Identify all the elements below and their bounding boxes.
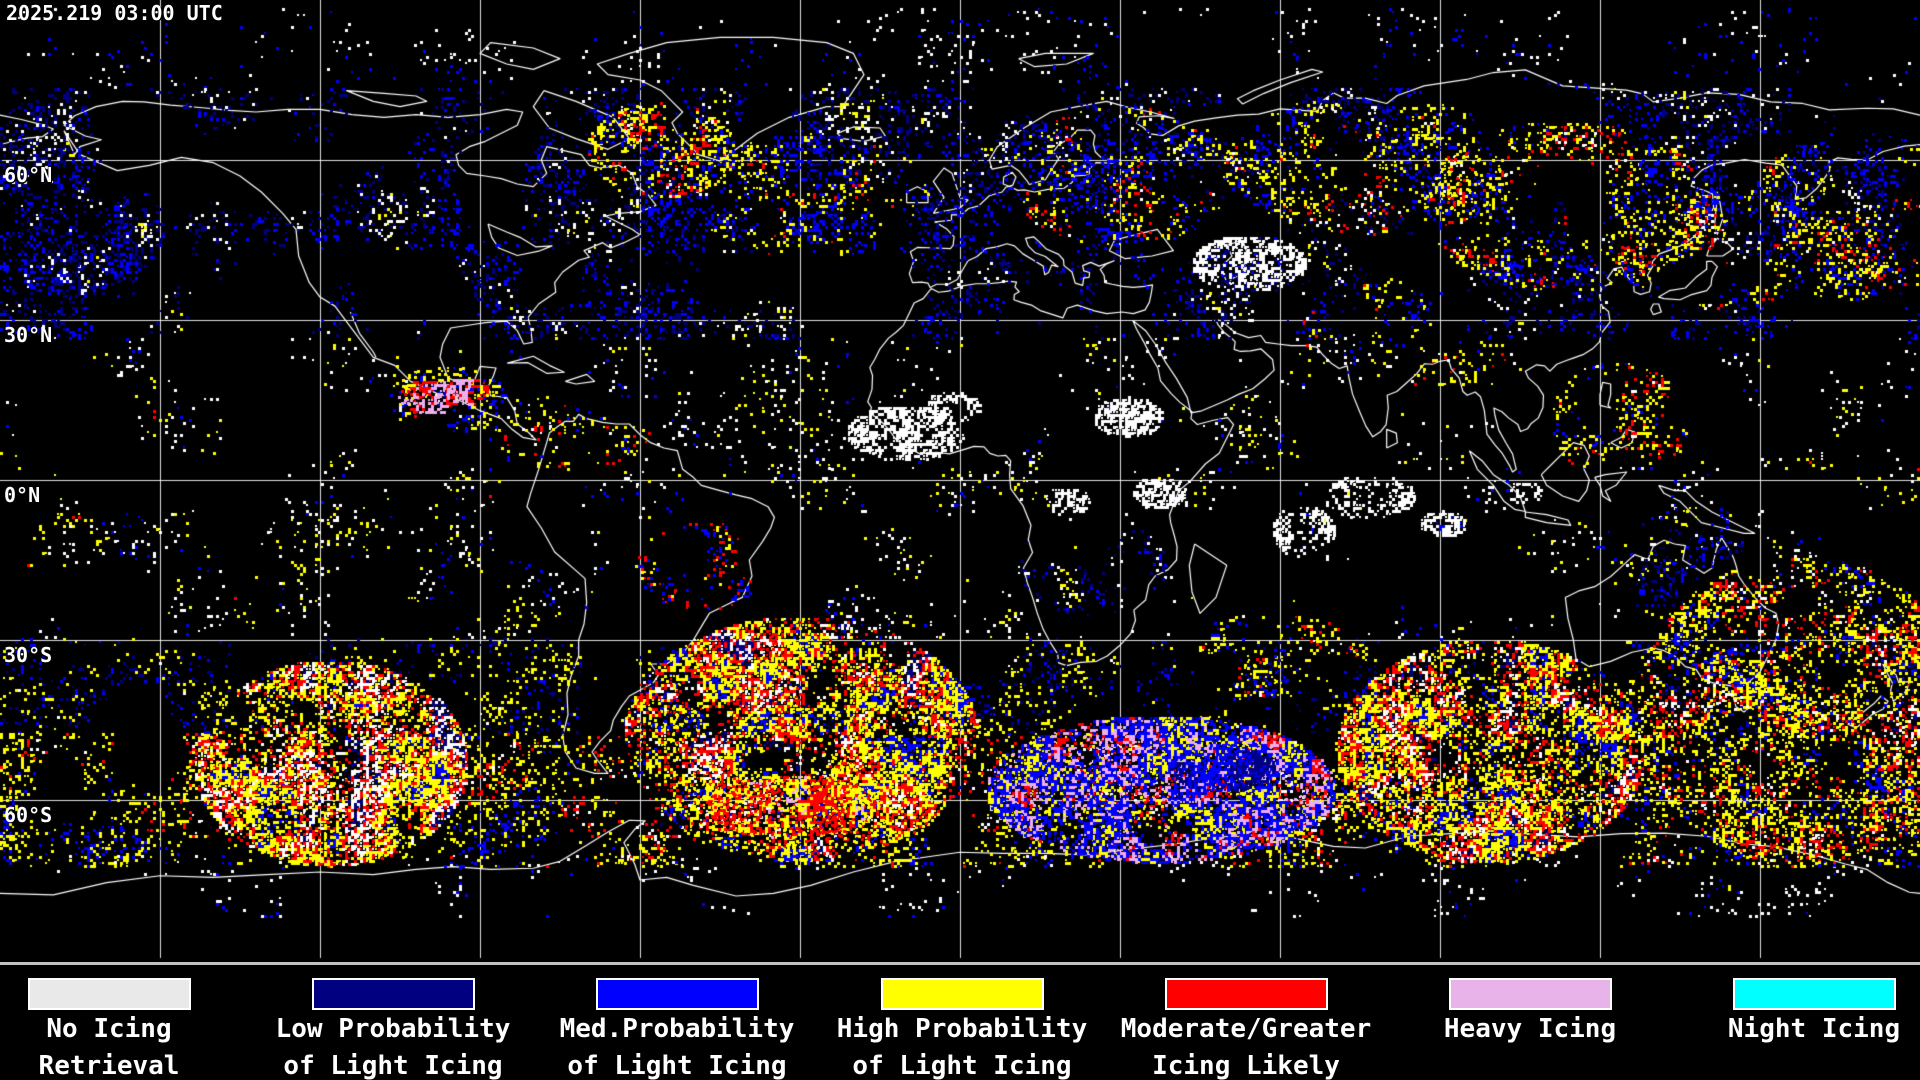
legend-label-low-prob-light-icing-line2: of Light Icing: [283, 1051, 503, 1080]
legend-label-high-prob-light-icing-line1: High Probability: [836, 1014, 1088, 1044]
legend-swatch-low-prob-light-icing: [311, 978, 475, 1010]
legend-label-moderate-greater-icing-line1: Moderate/Greater: [1120, 1014, 1372, 1044]
legend-label-night-icing-line1: Night Icing: [1727, 1014, 1901, 1044]
legend-label-no-icing-retrieval-line1: No Icing: [46, 1014, 172, 1044]
legend-label-heavy-icing-line1: Heavy Icing: [1443, 1014, 1617, 1044]
lat-label-60n: 60°N: [4, 163, 53, 187]
legend-swatch-moderate-greater-icing: [1164, 978, 1328, 1010]
legend-label-high-prob-light-icing-line2: of Light Icing: [852, 1051, 1072, 1080]
map-legend-divider: [0, 962, 1920, 965]
map-canvas: [0, 0, 1920, 962]
legend-label-med-prob-light-icing-line2: of Light Icing: [567, 1051, 787, 1080]
legend-swatch-heavy-icing: [1448, 978, 1612, 1010]
legend-swatch-no-icing-retrieval: [27, 978, 191, 1010]
lat-label-30s: 30°S: [4, 643, 53, 667]
lat-label-30n: 30°N: [4, 323, 53, 347]
legend-swatch-med-prob-light-icing: [595, 978, 759, 1010]
legend-swatch-night-icing: [1732, 978, 1896, 1010]
legend-label-no-icing-retrieval-line2: Retrieval: [38, 1051, 180, 1080]
legend-label-low-prob-light-icing-line1: Low Probability: [275, 1014, 511, 1044]
lat-label-60s: 60°S: [4, 803, 53, 827]
lat-label-0n: 0°N: [4, 483, 41, 507]
legend-label-moderate-greater-icing-line2: Icing Likely: [1152, 1051, 1340, 1080]
legend-swatch-high-prob-light-icing: [880, 978, 1044, 1010]
legend-label-med-prob-light-icing-line1: Med.Probability: [559, 1014, 795, 1044]
timestamp: 2025.219 03:00 UTC: [6, 1, 223, 25]
